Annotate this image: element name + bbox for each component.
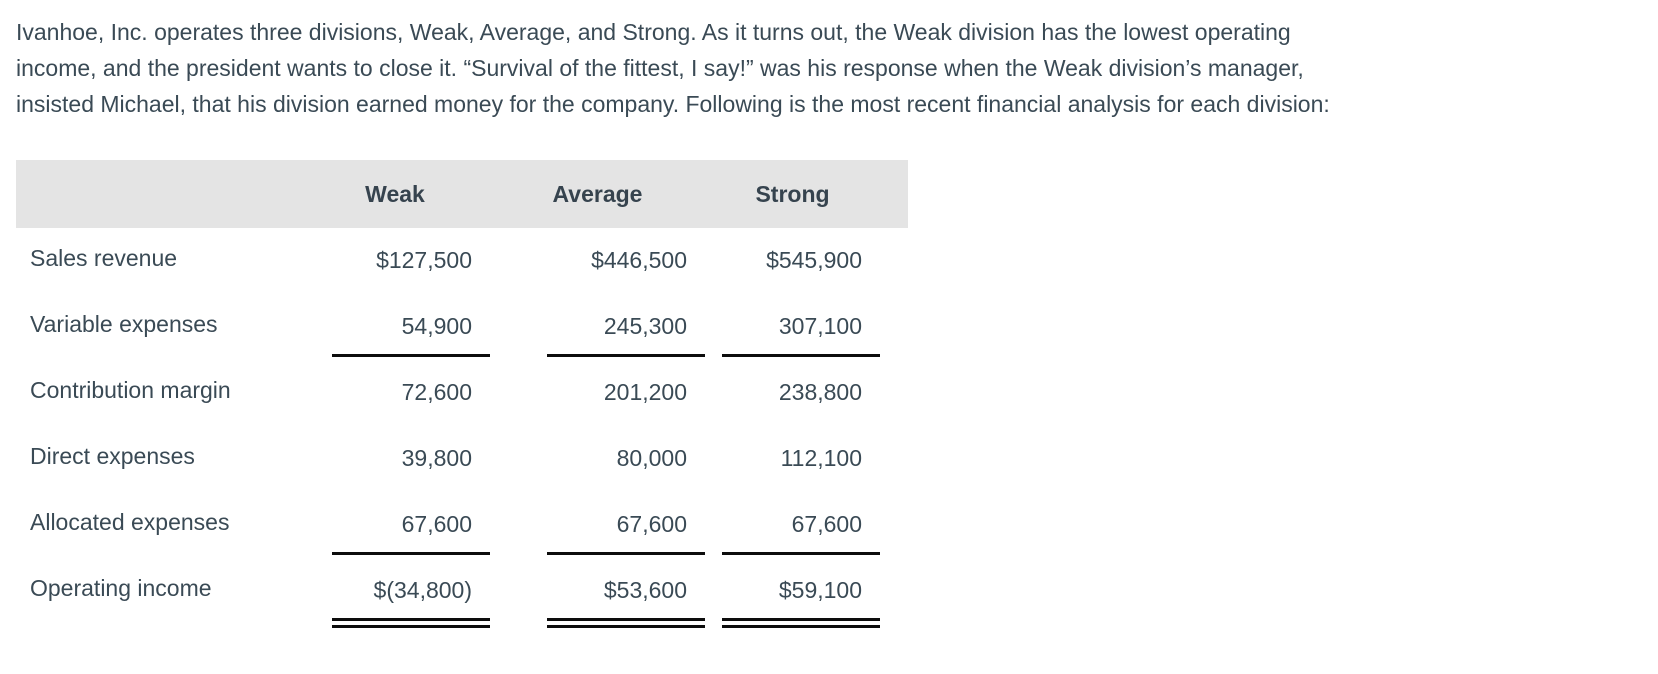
cell-direct-expenses-weak: 39,800 — [300, 426, 490, 492]
column-header-weak: Weak — [300, 160, 490, 228]
cell-contribution-margin-weak: 72,600 — [300, 360, 490, 426]
cell-operating-income-average: $53,600 — [490, 558, 705, 628]
cell-value: 307,100 — [778, 313, 862, 339]
cell-value: 39,800 — [401, 445, 472, 471]
table-row-allocated-expenses: Allocated expenses 67,600 67,600 67,600 — [16, 492, 908, 558]
cell-value: 245,300 — [603, 313, 687, 339]
table-header-row: Weak Average Strong — [16, 160, 908, 228]
cell-value: $59,100 — [778, 577, 862, 603]
cell-direct-expenses-strong: 112,100 — [705, 426, 908, 492]
cell-value: 201,200 — [603, 379, 687, 405]
problem-page: Ivanhoe, Inc. operates three divisions, … — [0, 0, 1658, 628]
division-financials-table: Weak Average Strong Sales revenue $127,5… — [16, 160, 908, 628]
problem-statement-line-1: Ivanhoe, Inc. operates three divisions, … — [16, 19, 1291, 45]
cell-operating-income-weak: $(34,800) — [300, 558, 490, 628]
row-label: Contribution margin — [30, 377, 231, 403]
column-header-average: Average — [490, 160, 705, 228]
cell-operating-income-strong: $59,100 — [705, 558, 908, 628]
row-label: Allocated expenses — [30, 509, 230, 535]
table-row-operating-income: Operating income $(34,800) $53,600 $59,1… — [16, 558, 908, 628]
cell-value: 67,600 — [401, 511, 472, 537]
row-label: Variable expenses — [30, 311, 218, 337]
cell-value: $127,500 — [376, 247, 472, 273]
cell-sales-revenue-average: $446,500 — [490, 228, 705, 294]
problem-statement: Ivanhoe, Inc. operates three divisions, … — [16, 14, 1658, 122]
cell-value: 72,600 — [401, 379, 472, 405]
table-row-variable-expenses: Variable expenses 54,900 245,300 307,100 — [16, 294, 908, 360]
cell-value: $(34,800) — [373, 577, 472, 603]
problem-statement-line-2: income, and the president wants to close… — [16, 55, 1304, 81]
row-label: Direct expenses — [30, 443, 195, 469]
row-label-column-header — [16, 160, 300, 228]
cell-allocated-expenses-strong: 67,600 — [705, 492, 908, 558]
cell-contribution-margin-average: 201,200 — [490, 360, 705, 426]
cell-value: $446,500 — [591, 247, 687, 273]
cell-value: 80,000 — [616, 445, 687, 471]
problem-statement-line-3: insisted Michael, that his division earn… — [16, 91, 1330, 117]
table-row-sales-revenue: Sales revenue $127,500 $446,500 $545,900 — [16, 228, 908, 294]
cell-variable-expenses-weak: 54,900 — [300, 294, 490, 360]
cell-value: 112,100 — [780, 445, 862, 471]
cell-value: $53,600 — [603, 577, 687, 603]
cell-allocated-expenses-weak: 67,600 — [300, 492, 490, 558]
cell-value: 54,900 — [401, 313, 472, 339]
cell-value: $545,900 — [766, 247, 862, 273]
row-label: Operating income — [30, 575, 212, 601]
cell-value: 67,600 — [791, 511, 862, 537]
table-row-direct-expenses: Direct expenses 39,800 80,000 112,100 — [16, 426, 908, 492]
cell-value: 238,800 — [778, 379, 862, 405]
cell-variable-expenses-average: 245,300 — [490, 294, 705, 360]
cell-allocated-expenses-average: 67,600 — [490, 492, 705, 558]
cell-sales-revenue-weak: $127,500 — [300, 228, 490, 294]
cell-direct-expenses-average: 80,000 — [490, 426, 705, 492]
cell-variable-expenses-strong: 307,100 — [705, 294, 908, 360]
cell-contribution-margin-strong: 238,800 — [705, 360, 908, 426]
cell-sales-revenue-strong: $545,900 — [705, 228, 908, 294]
table-row-contribution-margin: Contribution margin 72,600 201,200 238,8… — [16, 360, 908, 426]
row-label: Sales revenue — [30, 245, 178, 271]
cell-value: 67,600 — [616, 511, 687, 537]
column-header-strong: Strong — [705, 160, 908, 228]
